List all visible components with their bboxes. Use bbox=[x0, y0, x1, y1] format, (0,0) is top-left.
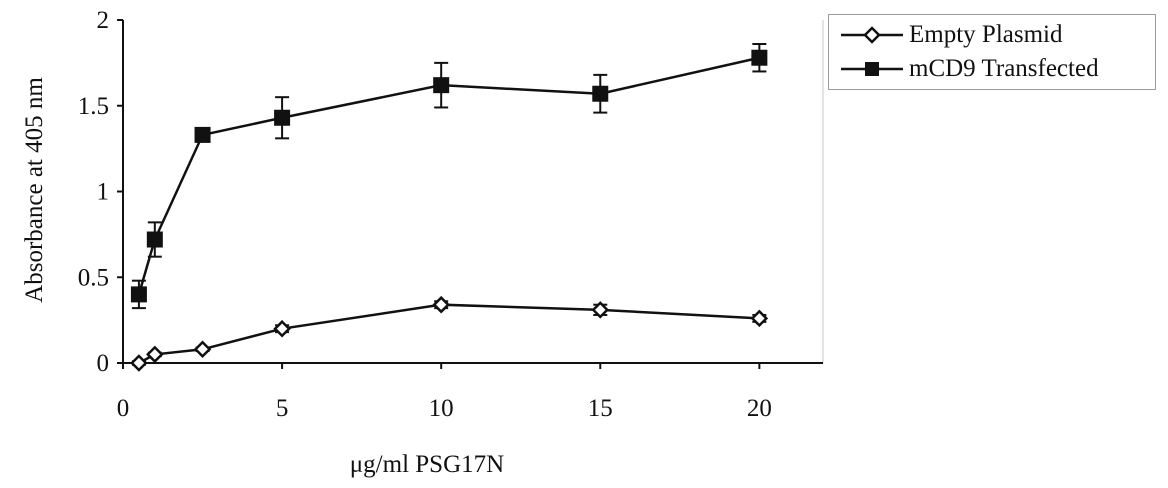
y-tick-label: 0 bbox=[97, 350, 110, 377]
data-point-diamond bbox=[432, 295, 450, 314]
data-point-diamond bbox=[750, 309, 769, 328]
data-point-diamond bbox=[193, 340, 212, 359]
series-line bbox=[138, 303, 760, 365]
data-point-diamond bbox=[273, 319, 291, 338]
x-tick-label: 20 bbox=[747, 395, 772, 422]
legend-filled-square-icon bbox=[841, 62, 903, 76]
legend: Empty Plasmid mCD9 Transfected bbox=[828, 14, 1156, 90]
data-point-square bbox=[274, 109, 291, 126]
y-tick-label: 2 bbox=[97, 7, 110, 34]
legend-label-empty-plasmid: Empty Plasmid bbox=[909, 21, 1063, 48]
legend-label-mcd9-transfected: mCD9 Transfected bbox=[909, 55, 1099, 82]
legend-item-mcd9-transfected: mCD9 Transfected bbox=[839, 53, 1099, 85]
y-axis-label: Absorbance at 405 nm bbox=[21, 77, 48, 303]
axes bbox=[122, 20, 824, 364]
x-tick-label: 15 bbox=[588, 395, 613, 422]
x-tick-label: 5 bbox=[276, 395, 289, 422]
y-tick-label: 1.5 bbox=[78, 93, 109, 120]
y-tick-label: 1 bbox=[97, 179, 110, 206]
series-mcd9-transfected bbox=[130, 43, 768, 310]
series-line bbox=[137, 56, 760, 295]
data-point-diamond bbox=[130, 354, 148, 372]
x-tick-label: 0 bbox=[117, 395, 130, 422]
series-layer bbox=[130, 43, 769, 372]
data-point-square bbox=[194, 126, 211, 143]
x-axis-label: μg/ml PSG17N bbox=[350, 451, 504, 478]
legend-open-diamond-icon bbox=[841, 26, 903, 44]
data-point-square bbox=[433, 77, 450, 94]
data-point-square bbox=[751, 49, 768, 66]
x-tick-label: 10 bbox=[429, 395, 454, 422]
data-point-diamond bbox=[591, 301, 610, 319]
ticks: 00.511.520 5 10 15 20 bbox=[78, 7, 772, 422]
data-point-square bbox=[146, 231, 163, 248]
legend-item-empty-plasmid: Empty Plasmid bbox=[839, 19, 1062, 51]
y-tick-label: 0.5 bbox=[78, 264, 109, 291]
series-empty-plasmid bbox=[130, 295, 769, 372]
data-point-square bbox=[130, 286, 147, 303]
data-point-diamond bbox=[146, 345, 164, 364]
data-point-square bbox=[592, 85, 609, 102]
